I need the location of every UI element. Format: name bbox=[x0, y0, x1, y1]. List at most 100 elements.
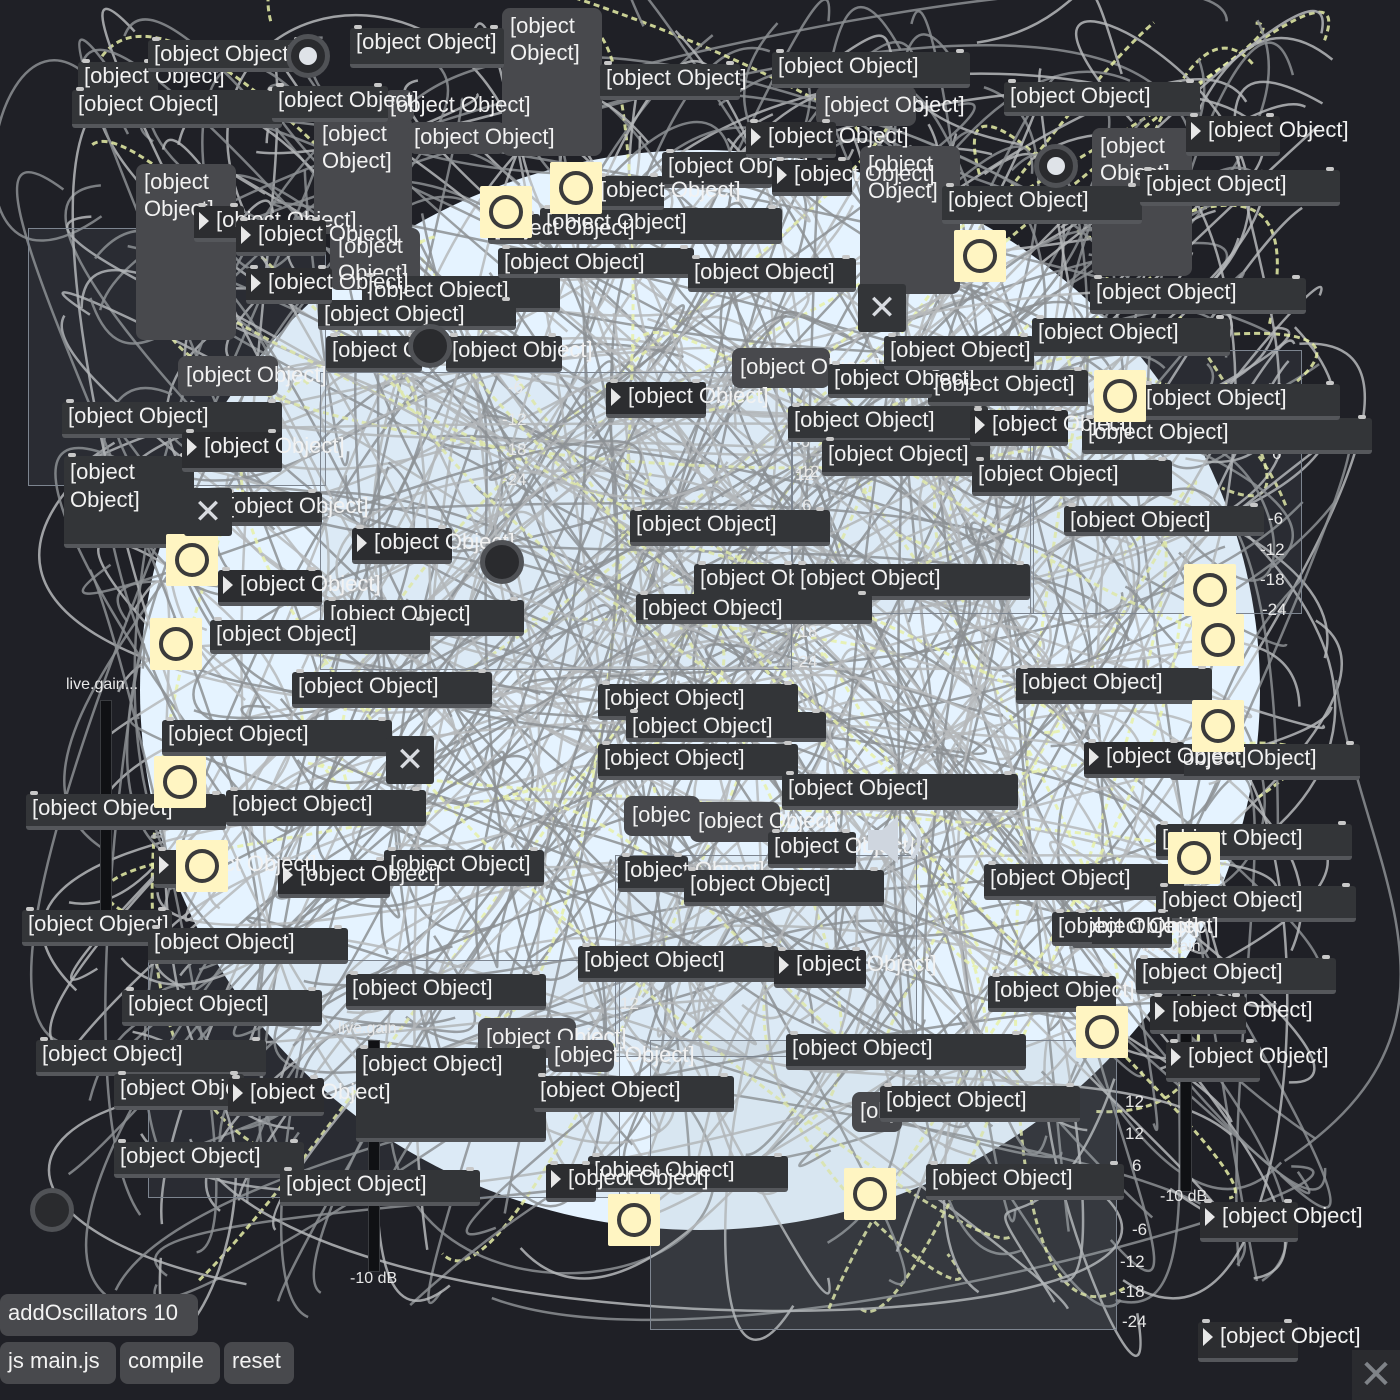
object-box[interactable]: [object Object] bbox=[822, 437, 990, 476]
message-box[interactable]: [object Object] bbox=[136, 164, 236, 340]
bang-button[interactable] bbox=[1192, 614, 1244, 666]
bang-button[interactable] bbox=[954, 230, 1006, 282]
object-box[interactable]: [object Object] bbox=[324, 597, 524, 636]
object-box[interactable]: [object Object] bbox=[222, 489, 369, 526]
object-box[interactable]: [object Object] bbox=[498, 245, 694, 278]
speaker-icon[interactable] bbox=[856, 808, 936, 872]
object-box[interactable]: [object Object] bbox=[684, 867, 884, 906]
object-box[interactable]: [object Object] bbox=[162, 717, 392, 756]
number-box[interactable]: [object Object] bbox=[546, 1161, 709, 1202]
toggle-button[interactable]: ✕ bbox=[184, 488, 232, 536]
number-box[interactable]: [object Object] bbox=[1084, 739, 1247, 778]
dial-icon[interactable] bbox=[1034, 144, 1078, 188]
message-box[interactable]: [object Object] bbox=[384, 90, 531, 122]
close-x-icon[interactable]: ✕ bbox=[1352, 1350, 1400, 1400]
number-box[interactable]: [object Object] bbox=[1186, 113, 1349, 156]
number-box[interactable]: [object Object] bbox=[218, 567, 381, 606]
bang-button[interactable] bbox=[1168, 832, 1220, 884]
object-box[interactable]: [object Object] bbox=[22, 907, 172, 946]
compile-button[interactable]: compile bbox=[120, 1342, 220, 1384]
object-box[interactable]: [object Object] bbox=[880, 1083, 1080, 1122]
number-box[interactable]: [object Object] bbox=[278, 857, 441, 898]
object-box[interactable]: [object Object] bbox=[786, 1031, 1026, 1070]
bang-button[interactable] bbox=[1076, 1006, 1128, 1058]
number-box[interactable]: [object Object] bbox=[1150, 993, 1313, 1034]
message-box[interactable]: [object Object] bbox=[314, 116, 412, 234]
number-box[interactable]: [object Object] bbox=[606, 379, 769, 418]
object-box[interactable]: [object Object] bbox=[1140, 381, 1340, 420]
object-box[interactable]: [object Object] bbox=[1156, 821, 1352, 860]
object-box[interactable]: [object Object] bbox=[600, 61, 747, 100]
object-box[interactable]: [object Object] bbox=[280, 1167, 480, 1206]
dial-icon[interactable] bbox=[286, 34, 330, 78]
object-box[interactable]: [object Object] bbox=[594, 173, 741, 210]
number-box[interactable]: [object Object] bbox=[352, 525, 515, 564]
object-box[interactable]: [object Object] bbox=[122, 987, 322, 1026]
number-box[interactable]: [object Object] bbox=[246, 265, 409, 304]
toggle-button[interactable]: ✕ bbox=[386, 736, 434, 784]
object-box[interactable]: [object Object] bbox=[1082, 415, 1372, 454]
number-box[interactable]: [object Object] bbox=[236, 217, 399, 256]
object-box[interactable]: [object Object] bbox=[1004, 79, 1200, 116]
object-box[interactable]: [object Object] bbox=[884, 333, 1034, 370]
message-box[interactable]: [object Object] bbox=[816, 86, 965, 126]
object-box[interactable]: [object Object] bbox=[64, 453, 194, 548]
number-box[interactable]: [object Object] bbox=[194, 203, 357, 242]
message-box[interactable]: [object Object] bbox=[502, 8, 602, 156]
object-box[interactable]: [object Object] bbox=[942, 183, 1142, 224]
number-box[interactable]: [object Object] bbox=[1200, 1199, 1363, 1242]
number-box[interactable]: [object Object] bbox=[1166, 1039, 1329, 1082]
object-box[interactable]: [object Object] bbox=[626, 709, 826, 742]
message-box[interactable]: [object Object] bbox=[624, 796, 773, 836]
object-box[interactable]: [object Object] bbox=[984, 861, 1184, 900]
object-box[interactable]: [object Object] bbox=[1136, 955, 1336, 994]
bang-button[interactable] bbox=[480, 186, 532, 238]
number-box[interactable]: [object Object] bbox=[228, 1075, 391, 1116]
number-box[interactable]: [object Object] bbox=[182, 429, 345, 472]
object-box[interactable]: [object Object] bbox=[356, 1045, 546, 1142]
message-box[interactable]: [object Object] bbox=[548, 1040, 695, 1072]
object-box[interactable]: [object Object] bbox=[1140, 167, 1340, 206]
object-box[interactable]: [object Object] bbox=[788, 403, 988, 442]
object-box[interactable]: [object Object] bbox=[928, 367, 1088, 406]
object-box[interactable]: [object Object] bbox=[62, 399, 282, 438]
object-box[interactable]: [object Object] bbox=[1064, 503, 1264, 536]
number-box[interactable]: [object Object] bbox=[1198, 1319, 1361, 1362]
object-box[interactable]: [object Object] bbox=[630, 507, 830, 546]
object-box[interactable]: [object Object] bbox=[578, 943, 778, 982]
object-box[interactable]: [object Object] bbox=[292, 669, 492, 708]
object-box[interactable]: [object Object] bbox=[26, 791, 226, 830]
object-box[interactable]: [object Object] bbox=[350, 25, 504, 68]
object-box[interactable]: [object Object] bbox=[534, 1073, 734, 1112]
reset-button[interactable]: reset bbox=[224, 1342, 294, 1384]
object-box[interactable]: [object Object] bbox=[1090, 275, 1306, 314]
object-box[interactable]: [object Object] bbox=[148, 37, 308, 72]
object-box[interactable]: [object Object] bbox=[768, 829, 915, 868]
object-box[interactable]: [object Object] bbox=[114, 1071, 261, 1110]
dial-icon[interactable] bbox=[30, 1188, 74, 1232]
object-box[interactable]: [object Object] bbox=[618, 853, 765, 892]
bang-button[interactable] bbox=[1094, 370, 1146, 422]
bang-button[interactable] bbox=[150, 618, 202, 670]
object-box[interactable]: [object Object] bbox=[782, 771, 1018, 810]
number-box[interactable]: [object Object] bbox=[774, 947, 937, 988]
object-box[interactable]: [object Object] bbox=[148, 925, 348, 964]
bang-button[interactable] bbox=[608, 1194, 660, 1246]
object-box[interactable]: [object Object] bbox=[588, 1153, 788, 1192]
object-box[interactable]: [object Object] bbox=[272, 83, 419, 122]
bang-button[interactable] bbox=[550, 162, 602, 214]
js-main-button[interactable]: js main.js bbox=[0, 1342, 116, 1384]
object-box[interactable]: [object Object] bbox=[1032, 315, 1230, 356]
dial-icon[interactable] bbox=[480, 540, 524, 584]
object-box[interactable]: [object Object] bbox=[1156, 883, 1356, 922]
object-box[interactable]: [object Object] bbox=[598, 741, 798, 780]
object-box[interactable]: [object Object] bbox=[540, 205, 782, 244]
message-box[interactable]: [object Object] bbox=[690, 802, 839, 842]
object-box[interactable]: [object Object] bbox=[384, 847, 544, 886]
bang-button[interactable] bbox=[1184, 564, 1236, 616]
object-box[interactable]: [object Object] bbox=[346, 971, 546, 1010]
bang-button[interactable] bbox=[1192, 700, 1244, 752]
number-box[interactable]: [object Object] bbox=[746, 119, 909, 158]
object-box[interactable]: [object Object] bbox=[926, 1161, 1124, 1200]
object-box[interactable]: [object Object] bbox=[114, 1139, 304, 1178]
